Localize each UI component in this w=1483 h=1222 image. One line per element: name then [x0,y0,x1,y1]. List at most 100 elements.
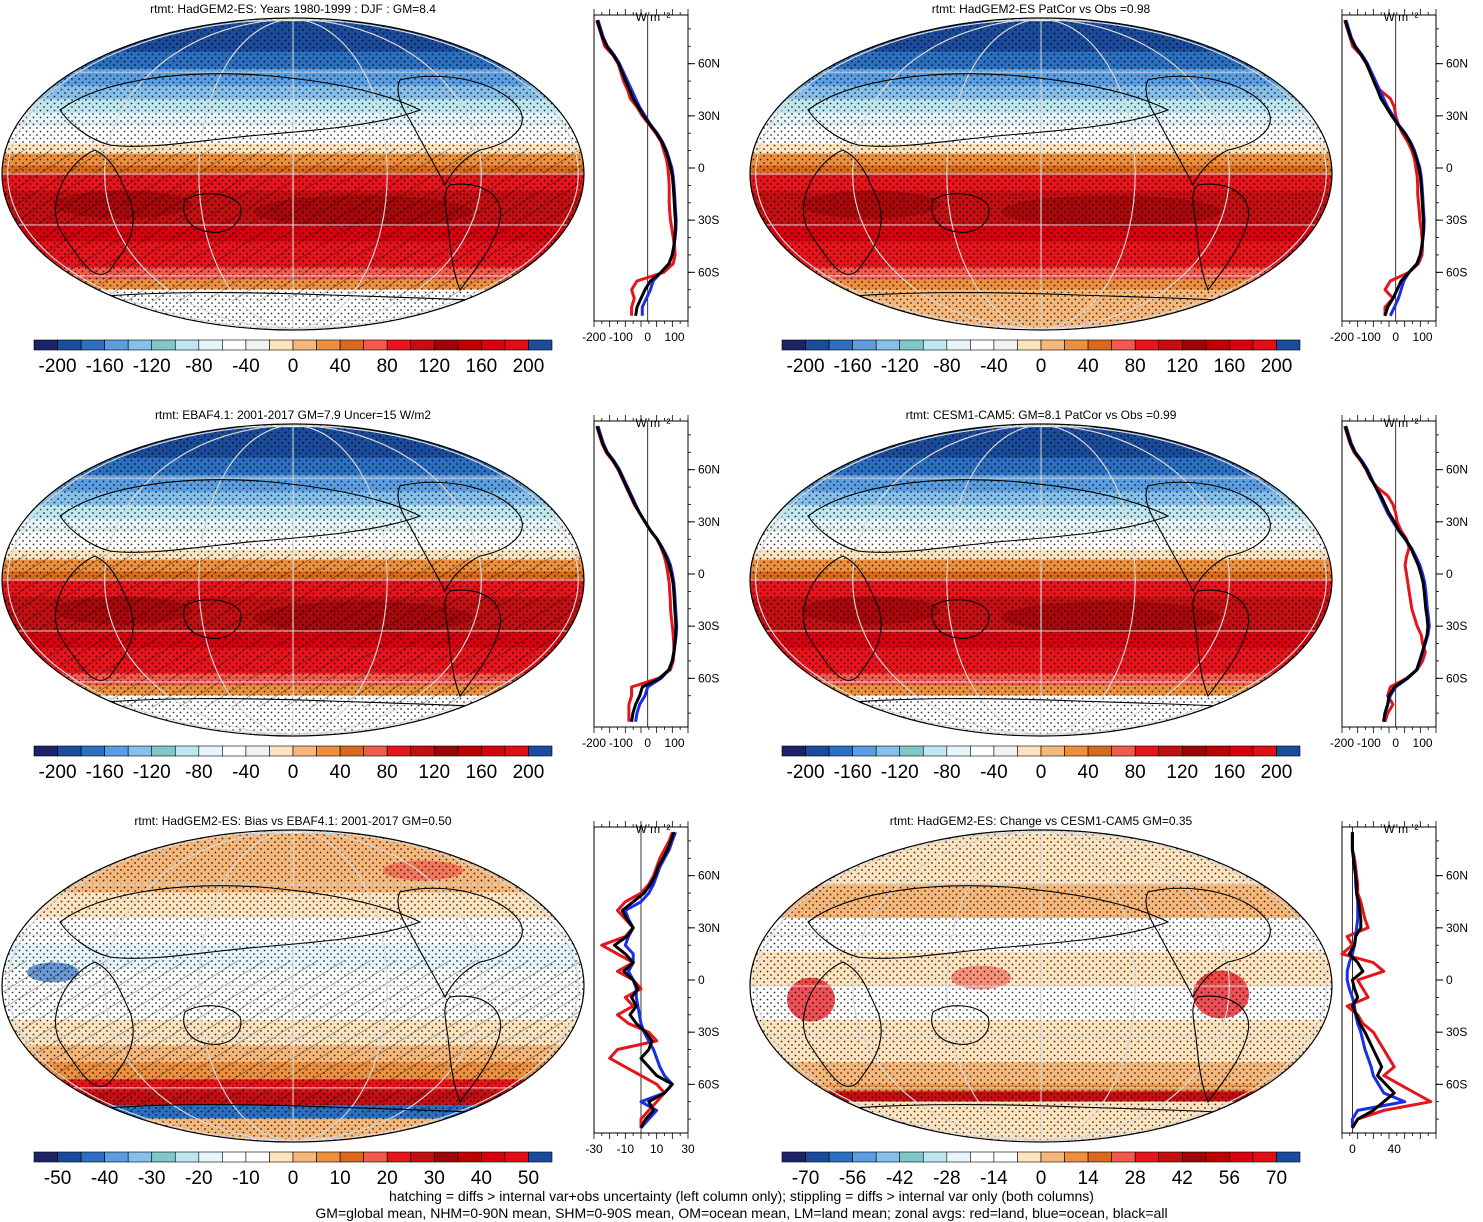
colorbar-label: 30 [424,1168,445,1189]
colorbar-label: 120 [1166,356,1198,377]
zonal-x-tick-label: 100 [1413,736,1433,750]
colorbar-label: 70 [1266,1168,1287,1189]
zonal-x-tick-label: 40 [1388,1142,1402,1156]
colorbar-cell [528,340,552,350]
zonal-x-tick-label: -100 [609,736,633,750]
colorbar-cell [1112,746,1136,756]
colorbar-cell [806,1152,830,1162]
colorbar-cell [222,746,246,756]
lat-tick-label: 30S [698,1025,719,1039]
colorbar-cell [1112,340,1136,350]
map-graticule [2,20,584,329]
colorbar-cell [923,340,947,350]
colorbar-label: -200 [787,356,825,377]
zonal-units-label: W m⁻² [636,10,671,24]
colorbar-label: 120 [418,762,450,783]
colorbar-label: -80 [185,356,212,377]
colorbar-cell [1065,746,1089,756]
map-field [750,830,1332,1142]
colorbar-cell [1112,1152,1136,1162]
colorbar-cell [411,1152,435,1162]
colorbar-label: 40 [330,762,351,783]
colorbar-cell [1017,340,1041,350]
colorbar-label: -80 [933,356,960,377]
map-graticule [2,426,584,735]
lat-tick-label: 30S [698,213,719,227]
colorbar-label: -56 [839,1168,866,1189]
colorbar-cell [387,746,411,756]
colorbar-label: -40 [91,1168,118,1189]
colorbar-cell [199,1152,223,1162]
colorbar-label: -40 [980,762,1007,783]
colorbar-cell [900,1152,924,1162]
colorbar-label: -40 [232,356,259,377]
colorbar-cell [853,746,877,756]
zonal-x-tick-label: 100 [665,736,685,750]
colorbar-cell [947,1152,971,1162]
colorbar-cell [458,746,482,756]
colorbar-cell [317,746,341,756]
colorbar-cell [364,746,388,756]
lat-tick-label: 60S [698,671,719,685]
colorbar-cell [782,746,806,756]
lat-tick-label: 60N [698,869,720,883]
lat-tick-label: 60S [698,265,719,279]
lat-tick-label: 0 [1446,567,1453,581]
colorbar-cell [900,746,924,756]
map-field [750,424,1332,736]
colorbar-cell [1229,340,1253,350]
colorbar-cell [317,1152,341,1162]
zonal-plot-frame [594,15,688,321]
lat-tick-label: 0 [698,161,705,175]
colorbar-cell [387,1152,411,1162]
colorbar-cell [246,340,270,350]
lat-tick-label: 60N [698,57,720,71]
colorbar-cell [947,746,971,756]
colorbar-cell [58,1152,82,1162]
colorbar-label: 0 [1036,762,1047,783]
lat-tick-label: 60N [698,463,720,477]
colorbar-label: -10 [232,1168,259,1189]
colorbar-cell [152,1152,176,1162]
zonal-x-tick-label: 0 [1349,1142,1356,1156]
zonal-x-tick-label: -30 [585,1142,603,1156]
colorbar-cell [1135,746,1159,756]
colorbar-label: -160 [834,356,872,377]
colorbar-cell [994,1152,1018,1162]
colorbar-label: -42 [886,1168,913,1189]
colorbar-cell [1135,1152,1159,1162]
lat-tick-label: 60N [1446,463,1468,477]
lat-tick-label: 0 [698,973,705,987]
colorbar-cell [105,1152,129,1162]
colorbar-cell [340,746,364,756]
colorbar-cell [317,340,341,350]
colorbar-cell [853,340,877,350]
colorbar-cell [505,340,529,350]
map-graticule [750,426,1332,735]
map-field [2,18,584,330]
footer-note-legend: GM=global mean, NHM=0-90N mean, SHM=0-90… [0,1205,1483,1222]
colorbar-cell [481,340,505,350]
lat-tick-label: 0 [1446,973,1453,987]
zonal-x-tick-label: -200 [1330,736,1354,750]
colorbar-label: -30 [138,1168,165,1189]
colorbar-cell [1135,340,1159,350]
colorbar-cell [246,1152,270,1162]
colorbar-label: 80 [1125,762,1146,783]
colorbar-label: -160 [86,762,124,783]
colorbar-label: 56 [1219,1168,1240,1189]
map-graticule [2,832,584,1141]
lat-tick-label: 30S [1446,213,1467,227]
colorbar-cell [1182,746,1206,756]
colorbar-cell [876,1152,900,1162]
colorbar-cell [58,746,82,756]
colorbar-cell [1041,746,1065,756]
lat-tick-label: 60S [1446,1077,1467,1091]
